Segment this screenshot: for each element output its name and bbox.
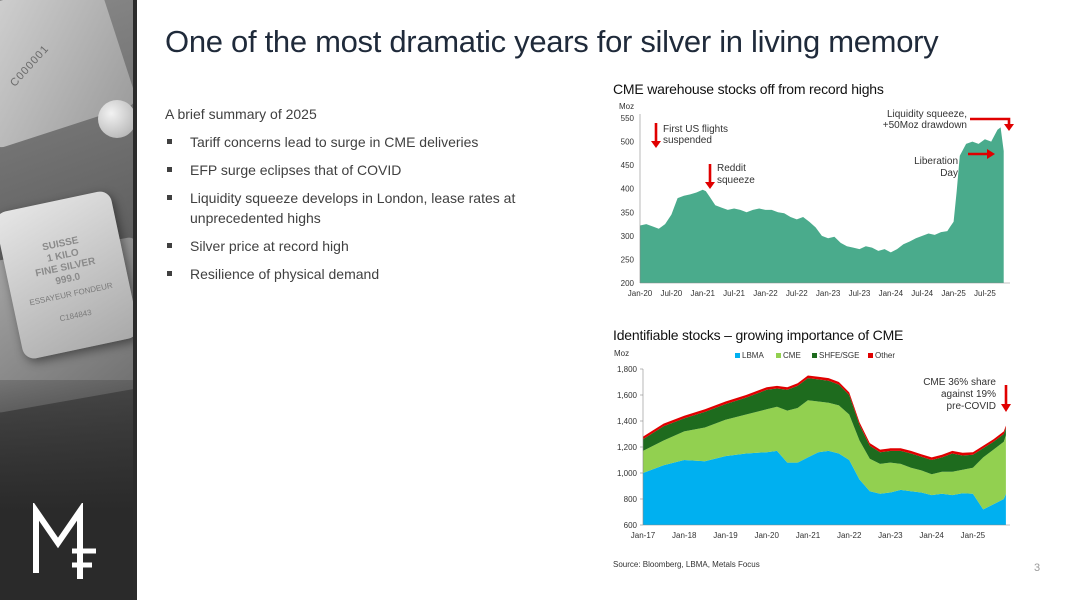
chart2-x-tick-label: Jan-24 [919,531,944,540]
chart1-x-tick-label: Jan-22 [753,289,778,298]
arrow-down-icon [1004,124,1014,131]
annotation-reddit-line1: Reddit [717,163,746,174]
chart1-x-tick-label: Jul-23 [849,289,871,298]
chart1-x-tick-label: Jan-24 [879,289,904,298]
chart1-y-tick-label: 200 [621,279,635,288]
chart1-x-tick-label: Jan-20 [628,289,653,298]
legend-label-cme: CME [783,351,801,360]
chart1-x-tick-label: Jul-22 [786,289,808,298]
legend-swatch-cme [776,353,781,358]
annotation-liquidity-line1: Liquidity squeeze, [887,109,967,120]
source-note: Source: Bloomberg, LBMA, Metals Focus [613,560,760,569]
chart2-x-tick-label: Jan-18 [672,531,697,540]
chart1-x-tick-label: Jan-23 [816,289,841,298]
legend-label-shfe-sge: SHFE/SGE [819,351,859,360]
annotation-first-us-flights-line1: First US flights [663,124,728,135]
annotation-liquidity-squeeze: Liquidity squeeze, +50Moz drawdown [883,109,1014,131]
arrow-right-icon [987,149,995,159]
chart2-y-tick-label: 1,200 [617,443,638,452]
arrow-shaft [970,117,1011,125]
chart1-x-tick-label: Jul-20 [660,289,682,298]
bullet-item: Resilience of physical demand [165,264,525,284]
chart1-y-tick-label: 550 [621,114,635,123]
chart1-y-tick-label: 450 [621,161,635,170]
shfe-sge-area [643,378,1006,475]
chart2-ylabel: Moz [614,349,629,358]
chart1-x-tick-label: Jul-24 [911,289,933,298]
silver-ingot: SUISSE 1 KILO FINE SILVER 999.0 ESSAYEUR… [0,189,133,361]
chart2-y-tick-label: 1,000 [617,469,638,478]
chart2-x-tick-label: Jan-20 [754,531,779,540]
chart2-y-tick-label: 1,600 [617,391,638,400]
cme-stocks-area [640,127,1004,284]
bullet-item: EFP surge eclipses that of COVID [165,160,525,180]
chart1-y-tick-label: 500 [621,138,635,147]
annotation-liberation-line1: Liberation [914,156,958,167]
chart1-title: CME warehouse stocks off from record hig… [613,81,884,97]
chart1-x-tick-label: Jul-25 [974,289,996,298]
annotation-cme-share-line1: CME 36% share [923,377,996,388]
chart2-legend: LBMA CME SHFE/SGE Other [735,351,895,360]
legend-swatch-lbma [735,353,740,358]
cme-stocks-chart: 200 250 300 350 400 450 500 550 Jan-20 Jul-20 Jan… [619,102,1014,298]
chart1-y-tick-label: 400 [621,185,635,194]
chart1-x-tick-label: Jul-21 [723,289,745,298]
summary-heading: A brief summary of 2025 [165,106,317,122]
annotation-first-us-flights: First US flights suspended [651,123,728,148]
company-logo [33,503,96,579]
chart2-y-tick-label: 1,800 [617,365,638,374]
page-number: 3 [1034,562,1041,574]
chart2-x-tick-label: Jan-19 [713,531,738,540]
lbma-area [643,450,1006,525]
panel-divider [133,0,137,600]
identifiable-stocks-chart: 600 800 1,000 1,200 1,400 1,600 1,800 Jan-17 Ja… [614,349,1011,540]
chart2-x-tick-label: Jan-17 [631,531,656,540]
cme-area [643,400,1006,510]
chart2-x-tick-label: Jan-22 [837,531,862,540]
chart2-x-tick-label: Jan-23 [878,531,903,540]
bullet-item: Silver price at record high [165,236,525,256]
annotation-reddit-line2: squeeze [717,175,755,186]
chart1-ylabel: Moz [619,102,634,111]
chart2-x-tick-label: Jan-21 [796,531,821,540]
annotation-liberation-line2: Day [940,168,958,179]
bullet-item: Liquidity squeeze develops in London, le… [165,188,525,228]
chart1-y-tick-label: 300 [621,232,635,241]
annotation-cme-share-line3: pre-COVID [947,401,996,412]
silver-bars-image: C000001 SUISSE 1 KILO FINE SILVER 999.0 … [0,0,133,600]
annotation-cme-share: CME 36% share against 19% pre-COVID [923,377,1011,412]
arrow-down-icon [1001,404,1011,412]
legend-swatch-other [868,353,873,358]
summary-bullet-list: Tariff concerns lead to surge in CME del… [165,132,525,292]
arrow-down-icon [651,141,661,148]
arrow-down-icon [705,182,715,189]
chart1-y-tick-label: 350 [621,208,635,217]
annotation-first-us-flights-line2: suspended [663,135,712,146]
chart1-x-tick-label: Jan-21 [690,289,715,298]
silver-coin [98,100,133,138]
bullet-item: Tariff concerns lead to surge in CME del… [165,132,525,152]
annotation-cme-share-line2: against 19% [941,389,996,400]
chart2-y-tick-label: 600 [624,521,638,530]
legend-label-lbma: LBMA [742,351,764,360]
annotation-liberation-day: Liberation Day [914,149,995,179]
legend-label-other: Other [875,351,895,360]
chart2-y-tick-label: 1,400 [617,417,638,426]
page-title: One of the most dramatic years for silve… [165,24,939,59]
chart1-x-tick-label: Jan-25 [941,289,966,298]
annotation-liquidity-line2: +50Moz drawdown [883,120,967,131]
chart2-y-tick-label: 800 [624,495,638,504]
chart1-y-tick-label: 250 [621,255,635,264]
chart2-title: Identifiable stocks – growing importance… [613,327,904,343]
legend-swatch-shfe-sge [812,353,817,358]
annotation-reddit-squeeze: Reddit squeeze [705,163,755,189]
chart2-x-tick-label: Jan-25 [961,531,986,540]
dark-shade [0,380,133,600]
